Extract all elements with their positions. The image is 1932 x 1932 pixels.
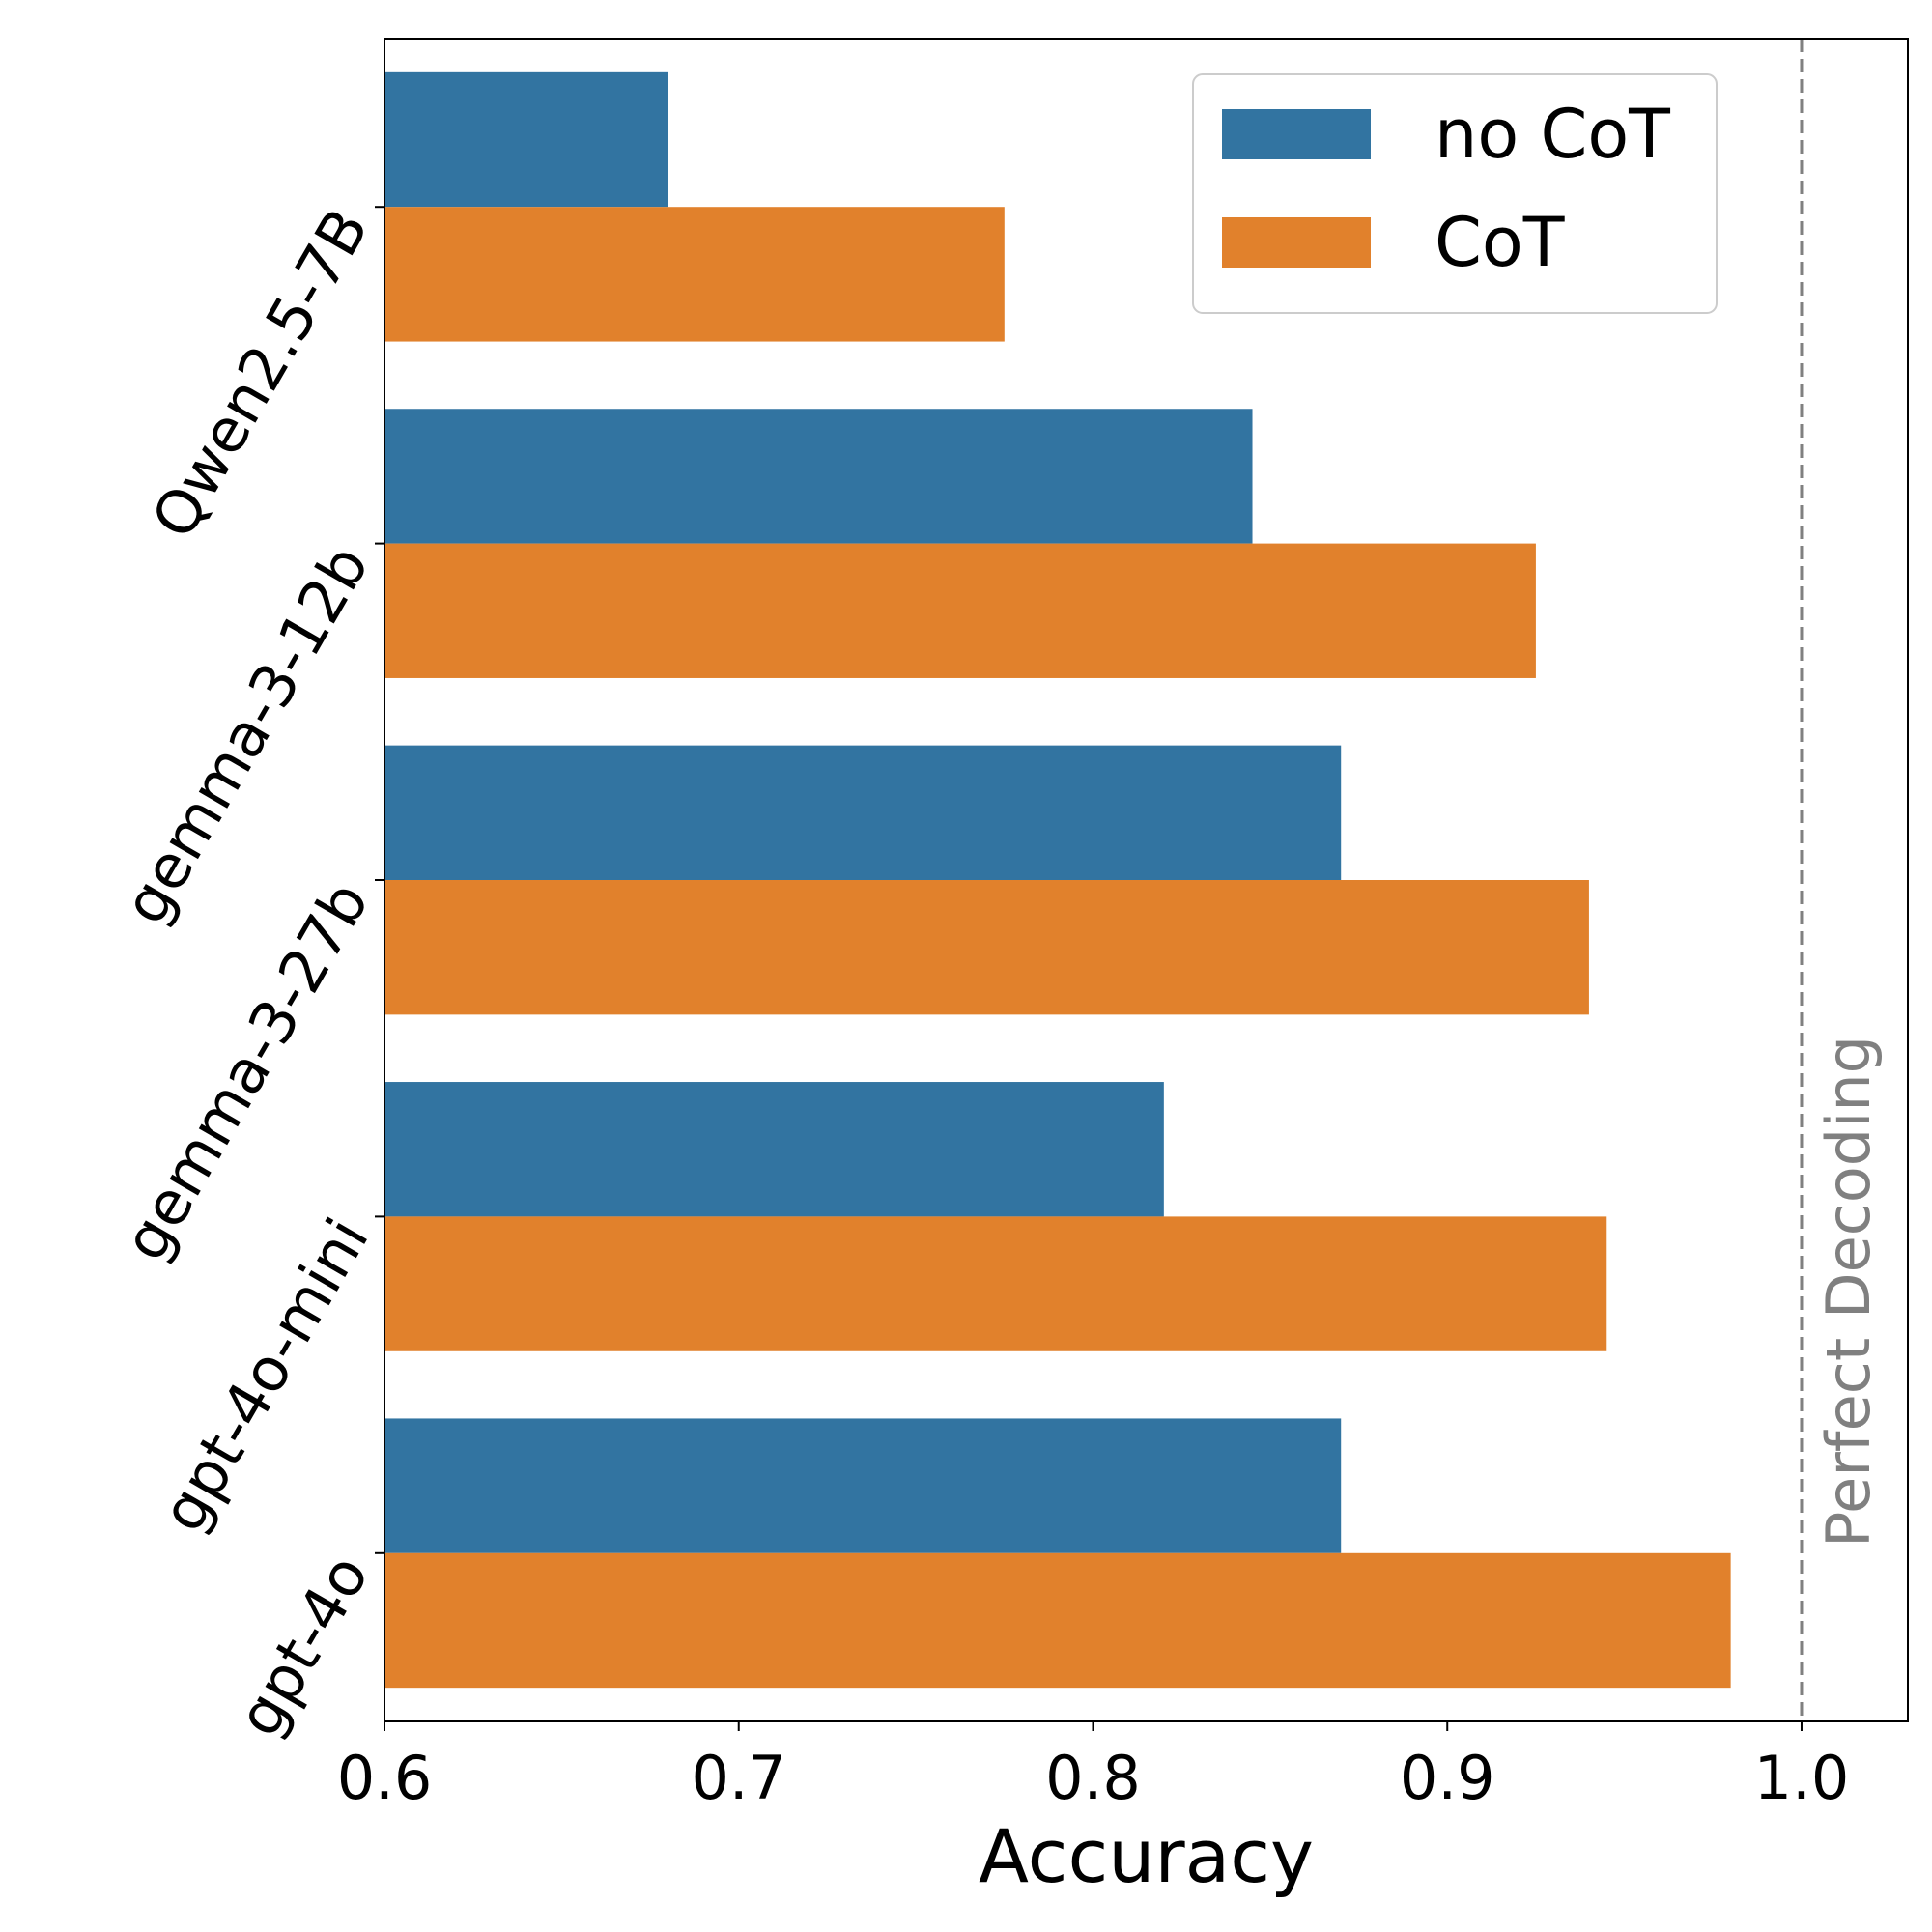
legend-label-cot: CoT	[1435, 203, 1565, 282]
y-tick-label-qwen2-5-7b: Qwen2.5-7B	[138, 197, 383, 551]
y-axis: Qwen2.5-7Bgemma-3-12bgemma-3-27bgpt-4o-m…	[109, 197, 384, 1747]
bar-cot-gpt-4o-mini	[384, 1216, 1607, 1351]
x-tick-label-0-7: 0.7	[691, 1743, 786, 1813]
bars-layer	[384, 71, 1731, 1689]
legend-swatch-cot	[1222, 217, 1371, 268]
bar-cot-gemma-3-12b	[384, 543, 1536, 678]
legend: no CoT CoT	[1192, 73, 1718, 314]
bar-no-cot-qwen2-5-7b	[384, 71, 668, 208]
x-tick-label-0-8: 0.8	[1045, 1743, 1141, 1813]
legend-label-no-cot: no CoT	[1435, 95, 1670, 174]
y-tick-label-gpt-4o-mini: gpt-4o-mini	[147, 1207, 382, 1544]
bar-no-cot-gemma-3-27b	[384, 745, 1342, 880]
x-tick-label-1-0: 1.0	[1754, 1743, 1850, 1813]
bar-cot-qwen2-5-7b	[384, 207, 1005, 342]
x-axis: 0.6 0.7 0.8 0.9 1.0	[337, 1721, 1850, 1813]
x-tick-label-0-6: 0.6	[337, 1743, 433, 1813]
y-tick-label-gpt-4o: gpt-4o	[223, 1543, 383, 1747]
reference-line-layer: Perfect Decoding	[1800, 39, 1884, 1721]
y-tick-label-gemma-3-12b: gemma-3-12b	[109, 533, 383, 935]
bar-cot-gpt-4o	[384, 1552, 1731, 1689]
x-axis-label: Accuracy	[979, 1813, 1314, 1899]
y-tick-label-gemma-3-27b: gemma-3-27b	[109, 870, 383, 1272]
legend-swatch-no-cot	[1222, 109, 1371, 159]
bar-no-cot-gpt-4o-mini	[384, 1082, 1164, 1217]
x-tick-label-0-9: 0.9	[1400, 1743, 1495, 1813]
perfect-decoding-label: Perfect Decoding	[1813, 1036, 1884, 1548]
bar-cot-gemma-3-27b	[384, 880, 1589, 1015]
bar-no-cot-gpt-4o	[384, 1418, 1342, 1553]
bar-no-cot-gemma-3-12b	[384, 409, 1253, 544]
